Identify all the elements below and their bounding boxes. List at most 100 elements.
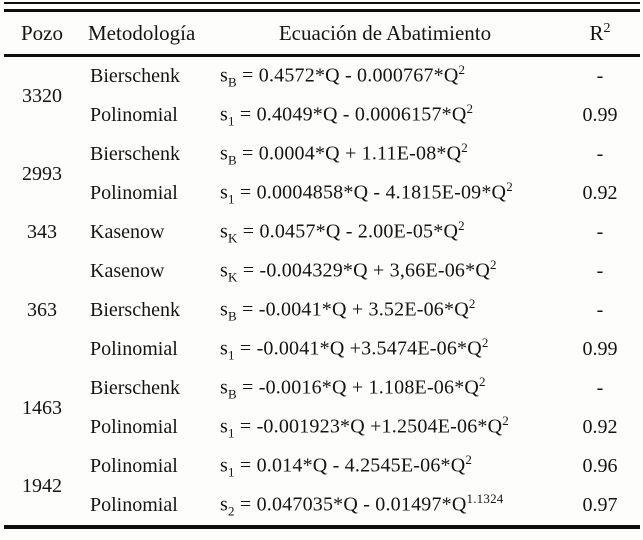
equation-cell: s1 = -0.001923*Q +1.2504E-06*Q2	[210, 408, 560, 447]
r2-cell: 0.96	[582, 455, 618, 477]
metodologia-cell: Polinomial	[90, 104, 178, 126]
equation-cell: s2 = 0.047035*Q - 0.01497*Q1.1324	[210, 486, 560, 527]
column-header-r2: R2	[560, 10, 640, 57]
equation-exponent: 2	[465, 452, 473, 468]
r2-cell: 0.97	[582, 494, 618, 516]
equation-body: = 0.4572*Q - 0.000767*Q	[236, 64, 459, 87]
table-row: 3320 Bierschenk sB = 0.4572*Q - 0.000767*Q…	[4, 56, 640, 106]
metodologia-cell: Polinomial	[90, 416, 178, 438]
equation-subscript: 1	[227, 113, 235, 129]
pozo-cell: 3320	[22, 84, 62, 107]
top-thin-rule	[4, 2, 640, 4]
equation-body: = -0.0041*Q +3.5474E-06*Q	[234, 337, 482, 360]
equation-subscript: K	[227, 269, 238, 285]
equation-variable: s	[220, 64, 228, 87]
equation-body: = 0.0004*Q + 1.11E-08*Q	[236, 142, 462, 165]
equation-subscript: B	[227, 152, 237, 168]
r2-cell: -	[596, 260, 604, 282]
equation-exponent: 2	[506, 179, 513, 195]
r2-cell: 0.92	[582, 416, 618, 438]
r2-cell: 0.99	[582, 338, 618, 360]
equation-subscript: 1	[227, 425, 235, 441]
equation-body: = 0.047035*Q - 0.01497*Q	[234, 493, 467, 516]
r2-cell: -	[596, 65, 604, 87]
equation-exponent: 1.1324	[466, 491, 504, 507]
equation-body: = 0.0004858*Q - 4.1815E-09*Q	[234, 181, 507, 204]
equation-subscript: 2	[227, 503, 235, 519]
metodologia-cell: Bierschenk	[90, 377, 180, 399]
equation-variable: s	[220, 259, 228, 282]
r2-cell: -	[596, 143, 604, 165]
equation-exponent: 2	[468, 296, 476, 312]
table-row: 1942 Polinomial s1 = 0.014*Q - 4.2545E-06*…	[4, 447, 640, 496]
equation-exponent: 2	[458, 218, 465, 234]
equation-exponent: 2	[466, 101, 474, 117]
table-row: Polinomial s1 = 0.0004858*Q - 4.1815E-09*…	[4, 174, 640, 213]
equation-exponent: 2	[502, 413, 509, 429]
equation-cell: sK = -0.004329*Q + 3,66E-06*Q2	[210, 252, 560, 291]
equation-exponent: 2	[479, 374, 486, 390]
equation-subscript: 1	[227, 191, 235, 207]
equation-body: = -0.0041*Q + 3.52E-06*Q	[236, 298, 469, 321]
table-row: 343 Kasenow sK = 0.0457*Q - 2.00E-05*Q2 -	[4, 213, 640, 252]
equation-variable: s	[220, 493, 228, 516]
equation-cell: sB = 0.0004*Q + 1.11E-08*Q2	[210, 135, 560, 174]
equation-body: = 0.014*Q - 4.2545E-06*Q	[234, 454, 466, 477]
equation-exponent: 2	[489, 257, 497, 273]
equation-cell: sB = 0.4572*Q - 0.000767*Q2	[210, 56, 560, 97]
pozo-cell: 1942	[22, 474, 62, 497]
equation-body: = 0.4049*Q - 0.0006157*Q	[234, 103, 467, 126]
r2-cell: -	[596, 299, 604, 321]
equation-subscript: 1	[227, 464, 235, 480]
equation-body: = -0.0016*Q + 1.108E-06*Q	[236, 376, 480, 399]
metodologia-cell: Polinomial	[90, 494, 178, 516]
equation-subscript: 1	[227, 347, 235, 363]
metodologia-cell: Polinomial	[90, 338, 178, 360]
equation-subscript: B	[227, 308, 237, 324]
equation-variable: s	[220, 454, 228, 477]
equation-variable: s	[220, 220, 228, 243]
equation-variable: s	[220, 415, 228, 438]
table-body: 3320 Bierschenk sB = 0.4572*Q - 0.000767*Q…	[4, 56, 640, 528]
equation-subscript: B	[227, 386, 237, 402]
equation-exponent: 2	[481, 335, 489, 351]
r2-cell: -	[596, 377, 604, 399]
r2-header-superscript: 2	[603, 20, 611, 36]
equation-variable: s	[220, 298, 228, 321]
equation-exponent: 2	[458, 62, 466, 78]
r2-cell: 0.92	[582, 182, 618, 204]
table-row: 363 Kasenow sK = -0.004329*Q + 3,66E-06*Q2…	[4, 252, 640, 321]
equation-variable: s	[220, 337, 228, 360]
equation-cell: s1 = 0.4049*Q - 0.0006157*Q2	[210, 96, 560, 135]
equation-variable: s	[220, 376, 228, 399]
table-row: Polinomial s1 = 0.4049*Q - 0.0006157*Q2 0.…	[4, 96, 640, 135]
metodologia-cell: Bierschenk	[90, 143, 180, 165]
r2-cell: 0.99	[582, 104, 618, 126]
metodologia-cell: Kasenow	[90, 221, 165, 243]
pozo-cell: 343	[27, 221, 57, 243]
equation-variable: s	[220, 142, 228, 165]
r2-header-base: R	[589, 20, 604, 45]
column-header-pozo: Pozo	[4, 10, 80, 57]
metodologia-cell: Bierschenk	[90, 65, 180, 87]
equation-subscript: K	[227, 230, 238, 246]
equation-cell: sB = -0.0016*Q + 1.108E-06*Q2	[210, 369, 560, 408]
equation-subscript: B	[227, 74, 237, 90]
pozo-cell: 1463	[22, 396, 62, 419]
equation-variable: s	[220, 103, 228, 126]
metodologia-cell: Kasenow	[90, 260, 165, 282]
table-row: Bierschenk sB = -0.0041*Q + 3.52E-06*Q2 -	[4, 291, 640, 330]
equation-body: = -0.001923*Q +1.2504E-06*Q	[234, 415, 503, 438]
abatement-equations-table: Pozo Metodología Ecuación de Abatimiento…	[4, 9, 640, 529]
table-row: Polinomial s1 = -0.0041*Q +3.5474E-06*Q2 0…	[4, 330, 640, 369]
equation-exponent: 2	[461, 140, 468, 156]
pozo-cell: 2993	[22, 162, 62, 185]
equation-variable: s	[220, 181, 228, 204]
table-row: 1463 Bierschenk sB = -0.0016*Q + 1.108E-06…	[4, 369, 640, 418]
header-row: Pozo Metodología Ecuación de Abatimiento…	[4, 10, 640, 57]
equation-cell: s1 = -0.0041*Q +3.5474E-06*Q2	[210, 330, 560, 369]
equation-cell: s1 = 0.0004858*Q - 4.1815E-09*Q2	[210, 174, 560, 213]
equation-body: = -0.004329*Q + 3,66E-06*Q	[237, 259, 490, 282]
equation-body: = 0.0457*Q - 2.00E-05*Q	[237, 220, 459, 243]
equation-cell: sB = -0.0041*Q + 3.52E-06*Q2	[210, 291, 560, 330]
